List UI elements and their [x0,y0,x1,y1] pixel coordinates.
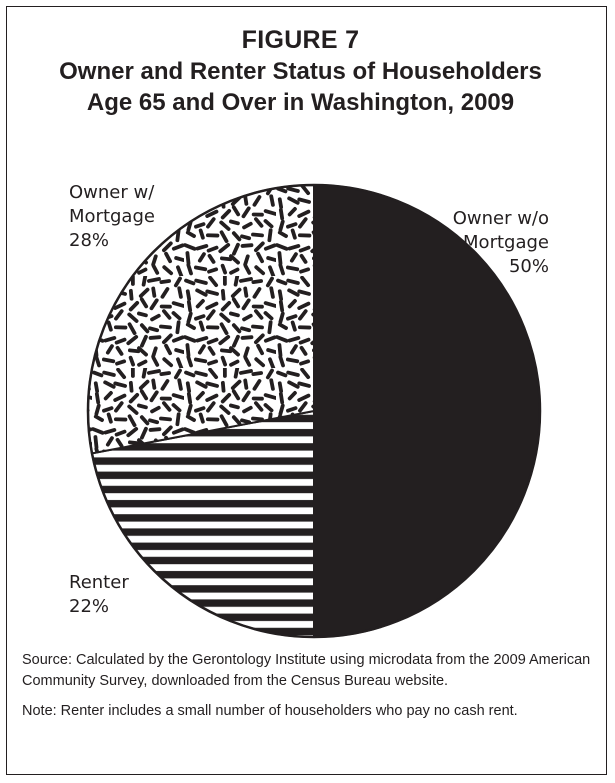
figure-heading: FIGURE 7 Owner and Renter Status of Hous… [0,24,601,118]
figure-notes: Source: Calculated by the Gerontology In… [22,650,592,731]
pie-outline [86,183,542,639]
figure-label: FIGURE 7 [241,26,360,54]
slice-label-2: Owner w/Mortgage 28% [69,182,155,251]
figure-title-line-1: Owner and Renter Status of Householders [59,58,542,85]
source-note: Source: Calculated by the Gerontology In… [22,652,591,689]
slice-label-0: Owner w/o Mortgage 50% [453,208,549,277]
slice-label-1: Renter 22% [69,572,129,617]
renter-note: Note: Renter includes a small number of … [22,703,518,719]
figure-title-line-2: Age 65 and Over in Washington, 2009 [86,89,515,116]
